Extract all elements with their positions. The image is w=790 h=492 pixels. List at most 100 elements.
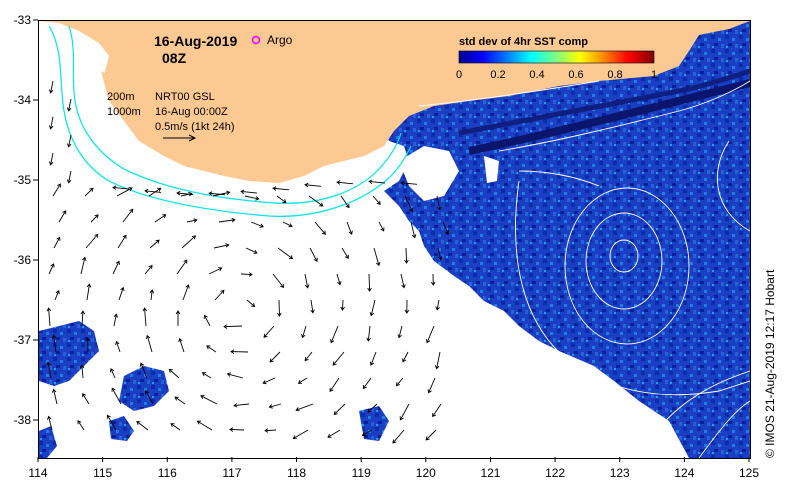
velocity-arrow-icon	[136, 420, 149, 431]
cloud-gap	[484, 156, 499, 183]
contour-label-1000m: 1000m	[107, 106, 141, 118]
velocity-arrow-icon	[58, 210, 67, 223]
sst-patch	[109, 416, 134, 441]
velocity-arrow-icon	[295, 403, 314, 412]
sst-patch	[39, 426, 57, 458]
velocity-arrow-icon	[109, 368, 116, 379]
velocity-arrow-icon	[246, 299, 256, 308]
velocity-arrow-icon	[233, 403, 250, 408]
velocity-arrow-icon	[427, 377, 436, 394]
y-tick-label: -38	[14, 413, 32, 427]
vector-scale-label: 0.5m/s (1kt 24h)	[155, 121, 234, 133]
velocity-arrow-icon	[314, 221, 326, 235]
velocity-arrow-icon	[139, 362, 148, 379]
velocity-arrow-icon	[178, 337, 185, 353]
velocity-arrow-icon	[154, 214, 167, 223]
velocity-arrow-icon	[400, 273, 406, 289]
current-band	[458, 68, 750, 136]
velocity-arrow-icon	[336, 180, 354, 185]
velocity-arrow-icon	[262, 377, 276, 385]
velocity-arrow-icon	[66, 98, 72, 112]
y-tick-label: -37	[14, 333, 32, 347]
velocity-arrow-icon	[115, 340, 121, 353]
velocity-arrow-icon	[442, 221, 450, 235]
colorbar-title: std dev of 4hr SST comp	[459, 36, 588, 48]
velocity-arrow-icon	[66, 170, 72, 184]
velocity-arrow-icon	[367, 273, 372, 292]
velocity-arrow-icon	[118, 286, 125, 301]
velocity-arrow-icon	[168, 368, 180, 379]
velocity-arrow-icon	[229, 427, 245, 432]
velocity-arrow-icon	[310, 299, 315, 314]
analysis-time: 16-Aug 00:00Z	[155, 106, 228, 118]
velocity-arrow-icon	[432, 403, 442, 418]
velocity-arrow-icon	[149, 289, 155, 301]
velocity-arrow-icon	[170, 423, 181, 431]
velocity-arrow-icon	[181, 235, 196, 249]
argo-marker-icon	[251, 35, 261, 45]
velocity-arrow-icon	[244, 195, 260, 201]
velocity-arrow-icon	[53, 236, 61, 249]
velocity-arrow-icon	[86, 283, 92, 301]
x-tick-label: 114	[28, 466, 47, 480]
colorbar: std dev of 4hr SST comp 0 0.2 0.4 0.6 0.8 1	[456, 36, 657, 81]
velocity-arrow-icon	[308, 195, 324, 207]
velocity-arrow-icon	[402, 351, 409, 363]
velocity-arrow-icon	[116, 187, 133, 197]
velocity-arrow-icon	[201, 372, 212, 379]
velocity-arrow-icon	[372, 195, 381, 205]
velocity-arrow-icon	[425, 429, 437, 441]
velocity-arrow-icon	[437, 247, 443, 261]
colorbar-gradient	[458, 50, 655, 64]
contour-label-200m: 200m	[107, 91, 135, 103]
velocity-arrow-icon	[46, 307, 52, 327]
bathymetry-contour-200m	[48, 25, 412, 217]
velocity-arrow-icon	[66, 134, 72, 148]
y-tick-label: -34	[14, 93, 32, 107]
velocity-arrow-icon	[54, 289, 60, 301]
velocity-arrow-icon	[213, 243, 230, 249]
velocity-arrow-icon	[332, 351, 345, 366]
velocity-arrow-icon	[48, 263, 55, 275]
velocity-arrow-icon	[297, 377, 308, 384]
y-axis: -33 -34 -35 -36 -37 -38	[14, 13, 38, 427]
velocity-arrow-icon	[145, 334, 153, 353]
velocity-arrow-icon	[106, 414, 117, 431]
argo-label: Argo	[267, 33, 293, 47]
x-tick-label: 115	[93, 466, 112, 480]
velocity-arrow-icon	[240, 189, 258, 194]
colorbar-tick-label: 0.6	[568, 69, 583, 81]
date-label: 16-Aug-2019	[154, 33, 237, 49]
velocity-arrow-icon	[206, 345, 217, 353]
velocity-arrow-icon	[51, 334, 57, 353]
velocity-arrow-icon	[346, 221, 353, 235]
velocity-arrow-icon	[200, 395, 218, 405]
velocity-arrow-icon	[404, 247, 409, 264]
velocity-arrow-icon	[46, 361, 52, 379]
velocity-arrow-icon	[226, 372, 244, 379]
velocity-arrow-icon	[430, 273, 436, 286]
sst-patch	[39, 321, 99, 386]
velocity-arrow-icon	[203, 314, 211, 327]
velocity-arrow-icon	[410, 221, 417, 239]
x-tick-label: 118	[287, 466, 306, 480]
velocity-arrow-icon	[378, 221, 385, 232]
velocity-arrow-icon	[264, 428, 277, 433]
velocity-arrow-icon	[176, 191, 194, 196]
velocity-arrow-icon	[218, 217, 236, 223]
land-area	[101, 71, 129, 116]
x-tick-label: 125	[739, 466, 759, 480]
velocity-arrow-icon	[362, 377, 372, 390]
velocity-arrow-icon	[436, 195, 442, 211]
velocity-arrow-icon	[117, 234, 127, 249]
velocity-arrow-icon	[263, 325, 275, 338]
velocity-arrow-icon	[149, 239, 160, 249]
velocity-arrow-icon	[47, 415, 53, 431]
x-tick-label: 122	[545, 466, 565, 480]
velocity-arrow-icon	[277, 247, 294, 260]
velocity-arrow-icon	[208, 191, 226, 196]
velocity-arrow-icon	[112, 260, 120, 275]
velocity-arrow-icon	[122, 208, 134, 223]
ssh-contours	[418, 80, 750, 458]
y-tick-label: -36	[14, 253, 32, 267]
